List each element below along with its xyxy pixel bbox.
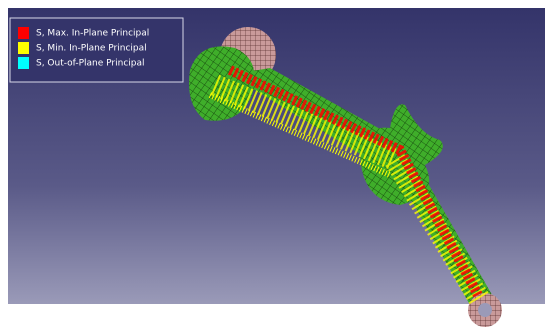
viewport-screenshot: S, Max. In-Plane Principal S, Min. In-Pla…: [0, 0, 551, 331]
legend-swatch: [18, 57, 29, 69]
legend-swatch: [18, 27, 29, 39]
legend-label: S, Out-of-Plane Principal: [36, 59, 145, 69]
legend-swatch: [18, 42, 29, 54]
legend-items: S, Max. In-Plane Principal S, Min. In-Pla…: [18, 27, 149, 69]
legend: S, Max. In-Plane Principal S, Min. In-Pla…: [10, 18, 183, 82]
distal-hole: [478, 303, 492, 317]
legend-label: S, Max. In-Plane Principal: [36, 29, 149, 39]
legend-label: S, Min. In-Plane Principal: [36, 44, 147, 54]
